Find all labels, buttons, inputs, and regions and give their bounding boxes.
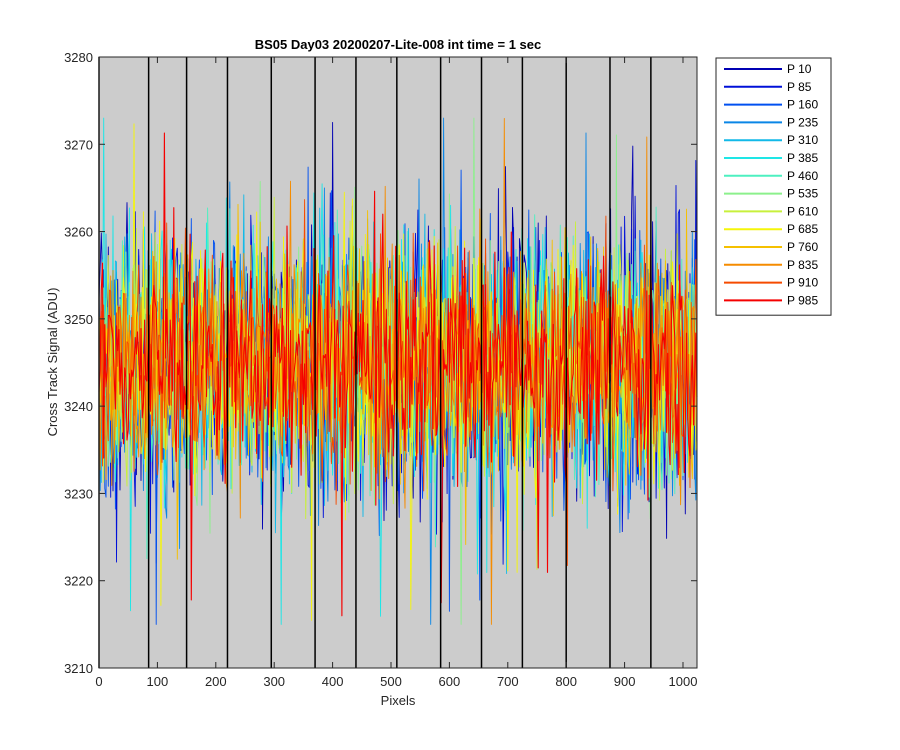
x-tick-label: 300 <box>263 674 285 689</box>
legend-label: P 835 <box>787 258 818 272</box>
legend-label: P 235 <box>787 115 818 129</box>
legend-label: P 610 <box>787 204 818 218</box>
x-tick-label: 900 <box>614 674 636 689</box>
y-tick-label: 3270 <box>64 137 93 152</box>
legend-label: P 460 <box>787 169 818 183</box>
x-tick-label: 500 <box>380 674 402 689</box>
y-tick-label: 3250 <box>64 312 93 327</box>
x-axis-ticks: 0 100 200 300 400 500 600 700 800 900 1000 <box>95 57 697 689</box>
legend: P 10 P 85 P 160 P 235 P 310 P 385 P 460 P 535 P … <box>715 57 832 316</box>
legend-label: P 760 <box>787 240 818 254</box>
series-line-p-985 <box>98 132 698 617</box>
x-tick-label: 200 <box>205 674 227 689</box>
y-tick-label: 3230 <box>64 486 93 501</box>
legend-label: P 85 <box>787 80 812 94</box>
series-line-p-760 <box>98 203 698 560</box>
legend-label: P 985 <box>787 293 818 307</box>
legend-label: P 910 <box>787 276 818 290</box>
legend-label: P 310 <box>787 133 818 147</box>
x-tick-label: 800 <box>555 674 577 689</box>
legend-label: P 535 <box>787 187 818 201</box>
legend-label: P 10 <box>787 62 812 76</box>
legend-label: P 160 <box>787 98 818 112</box>
x-axis-label: Pixels <box>381 693 416 708</box>
x-tick-label: 100 <box>147 674 169 689</box>
legend-label: P 685 <box>787 222 818 236</box>
x-tick-label: 0 <box>95 674 102 689</box>
y-tick-label: 3260 <box>64 225 93 240</box>
plot-area <box>98 56 698 669</box>
chart-title: BS05 Day03 20200207-Lite-008 int time = … <box>255 37 542 52</box>
y-tick-label: 3280 <box>64 50 93 65</box>
x-tick-label: 600 <box>439 674 461 689</box>
legend-box <box>715 57 832 316</box>
y-axis-ticks: 3210 3220 3230 3240 3250 3260 3270 3280 <box>64 50 697 676</box>
y-axis-label: Cross Track Signal (ADU) <box>45 288 60 437</box>
legend-label: P 385 <box>787 151 818 165</box>
y-tick-label: 3240 <box>64 399 93 414</box>
x-tick-label: 1000 <box>669 674 698 689</box>
x-tick-label: 400 <box>322 674 344 689</box>
y-tick-label: 3220 <box>64 574 93 589</box>
axes-box <box>98 56 698 669</box>
x-tick-label: 700 <box>497 674 519 689</box>
y-tick-label: 3210 <box>64 661 93 676</box>
